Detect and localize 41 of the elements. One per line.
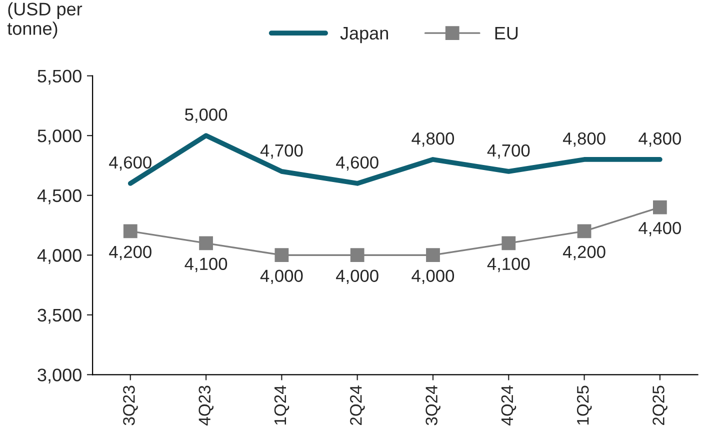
data-label: 4,200 — [109, 246, 152, 260]
data-label: 4,600 — [109, 156, 152, 171]
y-axis-title: (USD per tonne) — [7, 2, 82, 38]
x-tick-label: 1Q25 — [576, 386, 592, 425]
point — [199, 236, 213, 250]
point — [274, 248, 289, 262]
x-tick-label: 3Q24 — [426, 386, 440, 426]
x-tick-label: 4Q23 — [198, 386, 214, 426]
point — [502, 236, 516, 250]
point — [577, 224, 592, 238]
data-label: 4,800 — [412, 132, 454, 147]
x-tick-label: 3Q23 — [123, 386, 138, 426]
legend-label: EU — [495, 26, 518, 40]
point — [350, 248, 364, 262]
point — [426, 248, 440, 262]
data-label: 4,100 — [487, 258, 530, 272]
x-tick-label: 1Q24 — [274, 386, 290, 425]
data-label: 4,600 — [336, 156, 378, 171]
y-tick-label: 5,000 — [38, 130, 82, 144]
data-label: 4,000 — [336, 270, 378, 284]
y-tick-label: 5,500 — [38, 70, 82, 85]
point — [123, 224, 138, 238]
x-tick-label: 2Q25 — [652, 386, 668, 425]
data-label: 4,100 — [184, 258, 228, 272]
y-tick-label: 3,000 — [38, 368, 82, 384]
x-tick-label: 4Q24 — [501, 386, 516, 426]
data-label: 4,800 — [638, 132, 681, 147]
point — [652, 200, 667, 214]
data-label: 4,200 — [562, 246, 606, 260]
data-label: 5,000 — [185, 108, 228, 123]
data-label: 4,700 — [487, 144, 530, 159]
y-tick-label: 4,500 — [37, 189, 82, 204]
legend-label: Japan — [340, 26, 388, 44]
data-label: 4,000 — [260, 270, 303, 284]
data-label: 4,400 — [638, 222, 681, 236]
data-label: 4,700 — [260, 144, 303, 159]
x-tick-label: 2Q24 — [350, 386, 365, 425]
data-label: 4,000 — [412, 270, 454, 284]
y-tick-label: 3,500 — [38, 308, 82, 324]
data-label: 4,800 — [562, 132, 606, 147]
y-tick-label: 4,000 — [37, 249, 82, 264]
